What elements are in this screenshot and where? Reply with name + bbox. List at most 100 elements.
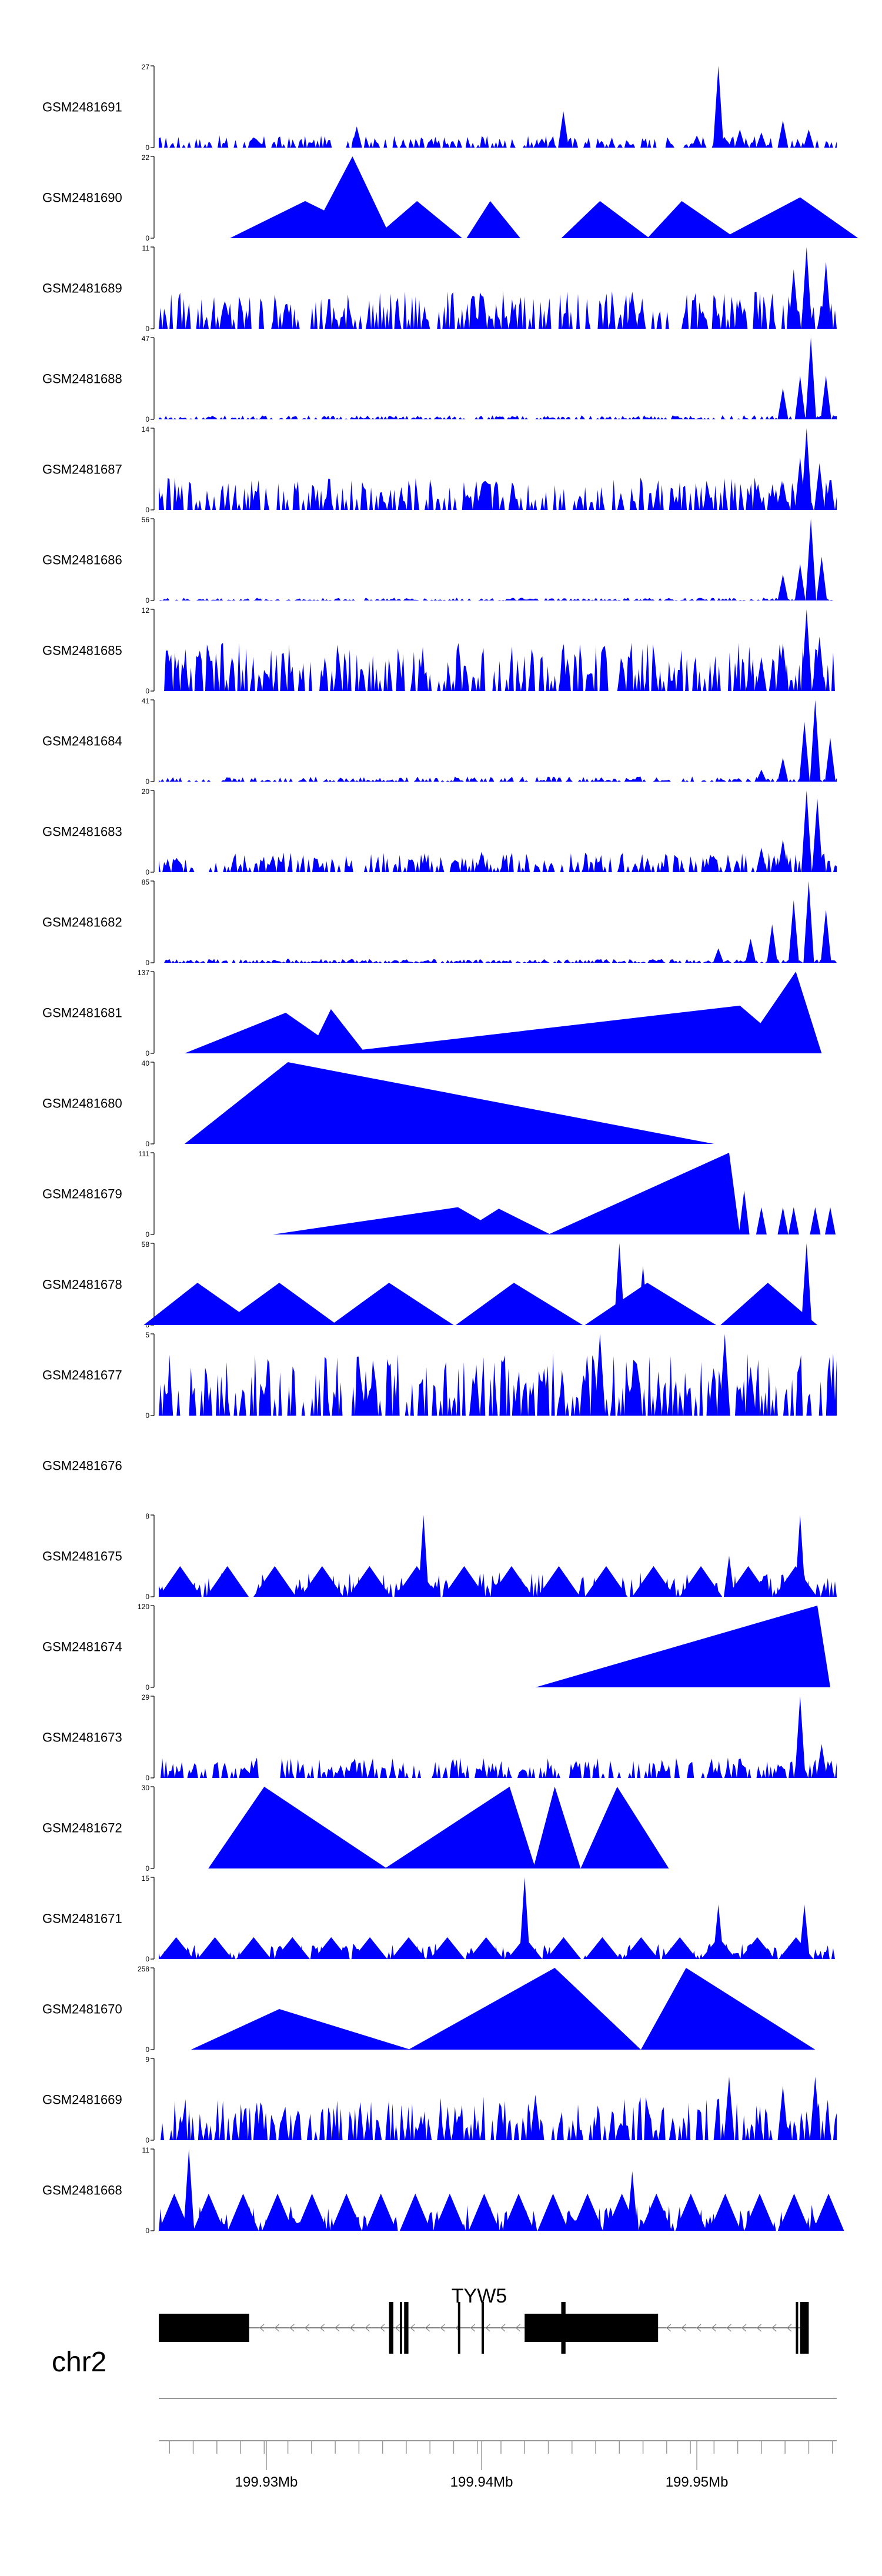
- strand-chevron: [440, 2324, 445, 2332]
- coverage-peak: [745, 1366, 756, 1416]
- track-label: GSM2481689: [42, 281, 122, 296]
- coverage-peak: [777, 388, 789, 419]
- coverage-peak: [756, 132, 767, 148]
- coverage-peak: [788, 269, 799, 329]
- y-zero-label: 0: [145, 325, 149, 333]
- strand-chevron: [771, 2324, 777, 2332]
- track-label: GSM2481678: [42, 1277, 122, 1292]
- coverage-peak: [519, 1877, 530, 1959]
- coverage-area: [159, 135, 837, 148]
- coverage-peak: [723, 1556, 734, 1597]
- coverage-peak: [777, 839, 789, 872]
- coverage-triangle: [561, 201, 650, 238]
- strand-chevron: [410, 2324, 415, 2332]
- coverage-peak: [756, 769, 767, 782]
- coverage-area: [159, 852, 837, 872]
- coverage-peak: [777, 2086, 789, 2140]
- coverage-peak: [734, 129, 746, 148]
- coverage-peak: [418, 1515, 429, 1597]
- y-max-label: 8: [145, 1512, 149, 1520]
- strand-chevron: [681, 2324, 686, 2332]
- coverage-triangle: [466, 201, 520, 238]
- strand-chevron: [711, 2324, 717, 2332]
- coverage-peak: [637, 1266, 649, 1325]
- y-max-label: 22: [142, 154, 150, 162]
- coverage-area: [159, 1943, 837, 1959]
- strand-chevron: [756, 2324, 761, 2332]
- track-GSM2481670: GSM2481670 258 0: [42, 1965, 816, 2054]
- coverage-triangle: [143, 1283, 258, 1325]
- strand-chevron: [365, 2324, 370, 2332]
- chromosome-label: chr2: [52, 2347, 106, 2378]
- coverage-peak: [536, 138, 547, 148]
- track-GSM2481683: GSM2481683 20 0: [42, 788, 837, 876]
- strand-chevron: [304, 2324, 310, 2332]
- gene-exon-bar: [561, 2302, 566, 2354]
- coverage-peak: [530, 2094, 541, 2140]
- coverage-peak: [756, 847, 767, 872]
- coverage-triangle: [399, 2193, 431, 2231]
- coverage-triangle: [623, 1937, 659, 1959]
- y-max-label: 14: [142, 425, 150, 433]
- strand-chevron: [666, 2324, 671, 2332]
- gene-exon-bar: [482, 2302, 485, 2354]
- track-GSM2481690: GSM2481690 22 0: [42, 154, 858, 242]
- coverage-triangle: [262, 2193, 293, 2231]
- strand-chevron: [741, 2324, 747, 2332]
- y-max-label: 41: [142, 697, 150, 705]
- strand-chevron: [500, 2324, 506, 2332]
- track-GSM2481674: GSM2481674 120 0: [42, 1603, 831, 1691]
- track-GSM2481686: GSM2481686 56 0: [42, 516, 837, 605]
- strand-chevron: [786, 2324, 792, 2332]
- y-max-label: 258: [138, 1965, 149, 1973]
- y-max-label: 137: [138, 969, 149, 977]
- strand-chevron: [470, 2324, 476, 2332]
- y-zero-label: 0: [145, 1864, 149, 1873]
- coverage-peak: [810, 2076, 821, 2140]
- coverage-area: [159, 291, 837, 329]
- coverage-triangle: [228, 2193, 259, 2231]
- strand-chevron: [395, 2324, 400, 2332]
- coverage-triangle: [537, 2193, 569, 2231]
- coverage-triangle: [330, 1005, 796, 1053]
- y-max-label: 85: [142, 878, 150, 886]
- gene-exon-bar: [796, 2302, 799, 2354]
- track-GSM2481684: GSM2481684 41 0: [42, 697, 837, 786]
- strand-chevron: [425, 2324, 430, 2332]
- coverage-peak: [777, 120, 789, 148]
- coverage-area: [159, 642, 837, 691]
- y-zero-label: 0: [145, 1049, 149, 1057]
- coverage-peak: [777, 643, 789, 691]
- track-label: GSM2481677: [42, 1368, 122, 1383]
- strand-chevron: [515, 2324, 521, 2332]
- coverage-peak: [788, 1207, 799, 1234]
- coverage-triangle: [385, 1787, 536, 1868]
- strand-chevron: [274, 2324, 280, 2332]
- y-zero-label: 0: [145, 1140, 149, 1148]
- track-GSM2481682: GSM2481682 85 0: [42, 878, 837, 967]
- coverage-triangle: [535, 1606, 831, 1687]
- coverage-peak: [691, 135, 703, 148]
- coverage-tracks: GSM2481691270GSM2481690220GSM2481689110G…: [42, 63, 858, 2235]
- coverage-peak: [777, 481, 789, 510]
- y-max-label: 9: [145, 2056, 149, 2064]
- coverage-peak: [814, 463, 825, 510]
- y-max-label: 11: [142, 244, 150, 252]
- coverage-peak: [806, 519, 817, 600]
- track-label: GSM2481675: [42, 1549, 122, 1564]
- coverage-triangle: [408, 1968, 641, 2050]
- axis-tick-label: 199.94Mb: [450, 2474, 513, 2490]
- coverage-peak: [745, 939, 756, 963]
- track-GSM2481689: GSM2481689 11 0: [42, 244, 837, 333]
- gene-exon-bar: [389, 2302, 393, 2354]
- coverage-triangle: [584, 1283, 717, 1325]
- gene-model: TYW5: [159, 2285, 809, 2354]
- y-max-label: 27: [142, 63, 150, 71]
- coverage-peak: [756, 1294, 767, 1325]
- coverage-peak: [810, 700, 821, 782]
- strand-chevron: [259, 2324, 265, 2332]
- coverage-triangle: [720, 1283, 818, 1325]
- coverage-peak: [801, 790, 812, 872]
- coverage-area: [159, 1572, 837, 1597]
